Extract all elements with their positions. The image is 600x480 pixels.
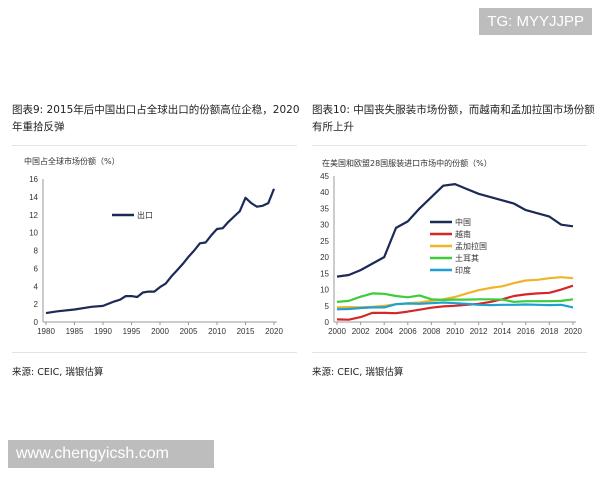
x-tick-label: 2008 (423, 327, 441, 336)
divider (312, 352, 587, 353)
x-tick-label: 2006 (399, 327, 417, 336)
x-tick-label: 1985 (66, 327, 84, 336)
x-tick-label: 2000 (328, 327, 346, 336)
y-tick-label: 45 (320, 172, 329, 181)
left-chart: 中国占全球市场份额（%） 0 2 4 6 8 10 12 14 16 1980 1985 1990 199… (24, 156, 283, 336)
series-line-0 (336, 183, 574, 278)
y-tick-label: 6 (34, 264, 39, 273)
y-tick-label: 2 (34, 300, 39, 309)
y-tick-label: 4 (34, 282, 39, 291)
y-tick-label: 0 (325, 318, 330, 327)
legend-label: 土耳其 (455, 253, 479, 263)
y-tick-label: 15 (320, 269, 329, 278)
x-tick-label: 2012 (470, 327, 488, 336)
y-tick-label: 10 (29, 229, 38, 238)
x-tick-label: 2014 (493, 327, 511, 336)
x-tick-label: 2020 (564, 327, 582, 336)
y-axis-label: 在美国和欧盟28国服装进口市场中的份额（%） (322, 158, 492, 168)
watermark-top: TG: MYYJJPP (479, 8, 592, 35)
series-line-3 (336, 292, 574, 303)
y-tick-label: 0 (34, 318, 39, 327)
left-source: 来源: CEIC, 瑞银估算 (12, 367, 104, 378)
y-tick-label: 14 (29, 193, 38, 202)
x-tick-label: 2005 (180, 327, 198, 336)
y-tick-label: 30 (320, 221, 329, 230)
series-line-4 (336, 301, 574, 311)
y-tick-label: 35 (320, 204, 329, 213)
x-tick-label: 2000 (151, 327, 169, 336)
x-tick-label: 2010 (208, 327, 226, 336)
x-tick-label: 2016 (517, 327, 535, 336)
right-chart-title: 图表10: 中国丧失服装市场份额，而越南和孟加拉国市场份额有所上升 (312, 104, 595, 133)
x-tick-label: 2015 (237, 327, 255, 336)
legend-label: 印度 (455, 265, 471, 275)
divider (12, 145, 297, 146)
x-tick-label: 1990 (94, 327, 112, 336)
y-tick-label: 10 (320, 286, 329, 295)
right-chart: 在美国和欧盟28国服装进口市场中的份额（%） 0 5 10 15 20 25 30 35 40 45… (320, 158, 582, 336)
y-tick-label: 8 (34, 247, 39, 256)
x-tick-label: 1980 (37, 327, 55, 336)
series-line-0 (45, 188, 276, 315)
right-source: 来源: CEIC, 瑞银估算 (312, 367, 404, 378)
divider (312, 145, 587, 146)
legend-label: 出口 (137, 210, 153, 220)
legend-label: 中国 (455, 217, 471, 227)
y-tick-label: 20 (320, 253, 329, 262)
y-tick-label: 40 (320, 188, 329, 197)
y-axis-label: 中国占全球市场份额（%） (24, 156, 120, 166)
x-tick-label: 2002 (352, 327, 370, 336)
y-tick-label: 12 (29, 211, 38, 220)
divider (12, 352, 297, 353)
x-tick-label: 2020 (265, 327, 283, 336)
y-tick-label: 16 (29, 175, 38, 184)
series-line-1 (336, 284, 574, 321)
x-tick-label: 2010 (446, 327, 464, 336)
y-tick-label: 25 (320, 237, 329, 246)
legend-label: 孟加拉国 (455, 241, 487, 251)
y-tick-label: 5 (325, 302, 330, 311)
x-tick-label: 2018 (541, 327, 559, 336)
x-tick-label: 2004 (375, 327, 393, 336)
legend-label: 越南 (455, 229, 471, 239)
x-tick-label: 1995 (123, 327, 141, 336)
watermark-bottom: www.chengyicsh.com (8, 440, 214, 468)
left-chart-title: 图表9: 2015年后中国出口占全球出口的份额高位企稳，2020年重拾反弹 (12, 104, 300, 133)
